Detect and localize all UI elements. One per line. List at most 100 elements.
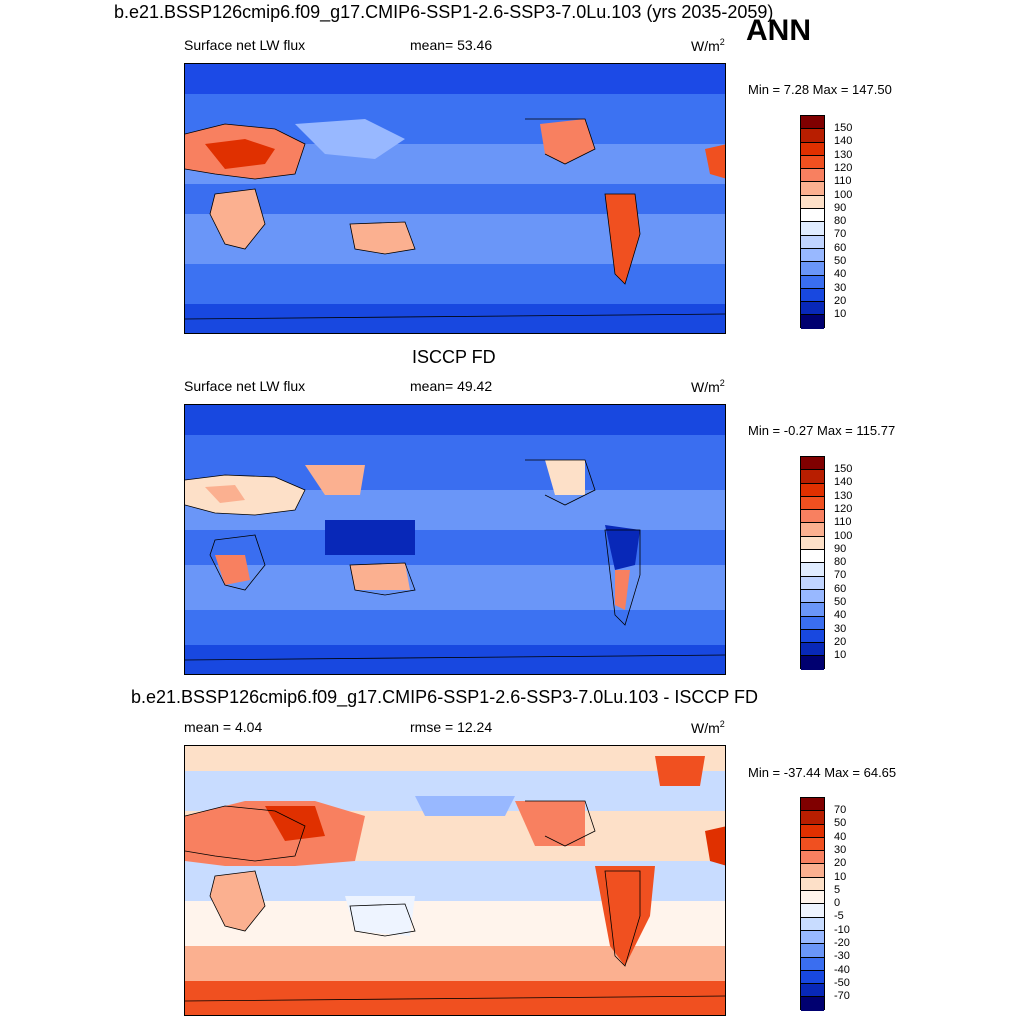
colorbar-swatch: [801, 930, 824, 945]
colorbar-tick: 70: [834, 804, 847, 816]
colorbar-tick: 100: [834, 188, 853, 201]
colorbar-tick: -50: [834, 976, 850, 989]
colorbar-swatch: [801, 248, 824, 263]
colorbar-tick: -5: [834, 910, 844, 923]
colorbar-tick: 150: [834, 122, 853, 134]
colorbar-swatch: [801, 957, 824, 971]
colorbar-swatch: [801, 302, 824, 316]
colorbar-tick: 10: [834, 308, 847, 321]
colorbar-tick: 140: [834, 476, 853, 489]
colorbar-tick: 50: [834, 817, 847, 830]
colorbar-swatch: [801, 891, 824, 905]
colorbar-swatch: [801, 944, 824, 958]
colorbar-swatch: [801, 195, 824, 210]
panel-obs-colorbar: [800, 456, 825, 670]
colorbar-swatch: [801, 904, 824, 918]
colorbar-tick: 150: [834, 463, 853, 475]
colorbar-tick: 90: [834, 542, 847, 555]
panel-diff-units: W/m2: [691, 719, 725, 736]
colorbar-tick: 120: [834, 161, 853, 174]
colorbar-swatch: [801, 457, 824, 471]
panel-diff-colorbar: [800, 797, 825, 1011]
colorbar-tick: 40: [834, 830, 847, 843]
colorbar-tick: 70: [834, 569, 847, 582]
colorbar-swatch: [801, 997, 824, 1011]
panel-obs-mean: mean= 49.42: [410, 378, 493, 394]
colorbar-swatch: [801, 563, 824, 577]
panel-case-map: [184, 63, 726, 334]
colorbar-tick: 60: [834, 582, 847, 595]
colorbar-swatch: [801, 262, 824, 276]
colorbar-swatch: [801, 523, 824, 537]
colorbar-swatch: [801, 984, 824, 998]
panel-case-variable: Surface net LW flux: [184, 37, 306, 53]
colorbar-swatch: [801, 182, 824, 196]
colorbar-swatch: [801, 209, 824, 223]
colorbar-swatch: [801, 851, 824, 865]
colorbar-tick: 60: [834, 241, 847, 254]
colorbar-swatch: [801, 970, 824, 985]
colorbar-tick: 30: [834, 281, 847, 294]
colorbar-tick: 30: [834, 622, 847, 635]
colorbar-swatch: [801, 315, 824, 329]
colorbar-tick: 20: [834, 857, 847, 870]
colorbar-tick: 10: [834, 649, 847, 662]
colorbar-swatch: [801, 616, 824, 630]
colorbar-tick: 10: [834, 870, 847, 883]
panel-diff-title: b.e21.BSSP126cmip6.f09_g17.CMIP6-SSP1-2.…: [131, 687, 759, 707]
colorbar-swatch: [801, 629, 824, 644]
colorbar-swatch: [801, 824, 824, 838]
colorbar-tick: 20: [834, 635, 847, 648]
colorbar-tick: 130: [834, 489, 853, 502]
colorbar-swatch: [801, 222, 824, 236]
colorbar-swatch: [801, 496, 824, 511]
panel-obs-variable: Surface net LW flux: [184, 378, 306, 394]
colorbar-tick: 130: [834, 148, 853, 161]
panel-case-units: W/m2: [691, 37, 725, 54]
colorbar-tick: 50: [834, 596, 847, 608]
colorbar-tick: -10: [834, 923, 850, 936]
colorbar-tick: 110: [834, 516, 852, 529]
colorbar-swatch: [801, 288, 824, 303]
colorbar-tick: 70: [834, 228, 847, 241]
panel-obs-map: [184, 404, 726, 675]
panel-case-minmax: Min = 7.28 Max = 147.50: [748, 82, 892, 97]
colorbar-tick: 80: [834, 215, 847, 228]
colorbar-swatch: [801, 510, 824, 524]
colorbar-tick: 40: [834, 609, 847, 622]
colorbar-tick: 30: [834, 843, 847, 856]
panel-case-title: b.e21.BSSP126cmip6.f09_g17.CMIP6-SSP1-2.…: [114, 2, 774, 22]
colorbar-swatch: [801, 169, 824, 183]
panel-obs-title: ISCCP FD: [412, 347, 496, 367]
colorbar-swatch: [801, 129, 824, 143]
panel-diff-map: [184, 745, 726, 1016]
colorbar-swatch: [801, 643, 824, 657]
colorbar-tick: 110: [834, 175, 852, 188]
colorbar-swatch: [801, 603, 824, 617]
colorbar-swatch: [801, 576, 824, 590]
colorbar-swatch: [801, 275, 824, 289]
colorbar-swatch: [801, 483, 824, 497]
colorbar-tick: 140: [834, 135, 853, 148]
colorbar-tick: -70: [834, 990, 850, 1003]
colorbar-swatch: [801, 656, 824, 670]
colorbar-tick: 120: [834, 502, 853, 515]
colorbar-tick: -30: [834, 950, 850, 963]
panel-case-colorbar: [800, 115, 825, 329]
colorbar-swatch: [801, 864, 824, 878]
colorbar-swatch: [801, 536, 824, 551]
colorbar-tick: 50: [834, 255, 847, 267]
colorbar-swatch: [801, 142, 824, 156]
colorbar-tick: -20: [834, 937, 850, 949]
colorbar-swatch: [801, 155, 824, 170]
colorbar-tick: 0: [834, 897, 841, 910]
colorbar-swatch: [801, 837, 824, 852]
colorbar-tick: 20: [834, 294, 847, 307]
colorbar-swatch: [801, 235, 824, 249]
colorbar-swatch: [801, 470, 824, 484]
panel-obs-minmax: Min = -0.27 Max = 115.77: [748, 423, 896, 438]
panel-diff-mean: mean = 4.04: [184, 719, 263, 735]
colorbar-tick: 80: [834, 556, 847, 569]
colorbar-swatch: [801, 798, 824, 812]
colorbar-swatch: [801, 917, 824, 931]
